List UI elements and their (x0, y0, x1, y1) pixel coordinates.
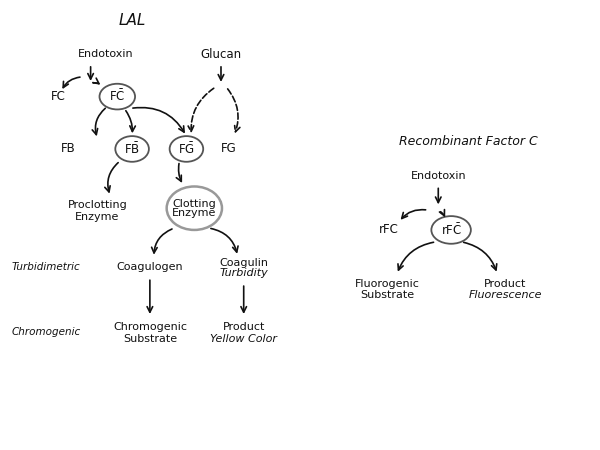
Text: Recombinant Factor C: Recombinant Factor C (398, 135, 537, 148)
Text: Substrate: Substrate (123, 333, 177, 344)
Text: Enzyme: Enzyme (172, 208, 217, 218)
Text: Glucan: Glucan (200, 48, 242, 61)
Text: Substrate: Substrate (360, 290, 414, 300)
Text: Coagulin: Coagulin (219, 257, 268, 268)
Text: rFC: rFC (379, 224, 399, 236)
Text: Coagulogen: Coagulogen (116, 262, 183, 272)
Text: Product: Product (484, 279, 527, 289)
Text: Endotoxin: Endotoxin (78, 49, 133, 59)
Text: Fluorogenic: Fluorogenic (355, 279, 419, 289)
Text: F$\bar{\rm C}$: F$\bar{\rm C}$ (109, 89, 125, 104)
Text: FB: FB (61, 143, 75, 155)
Text: F$\bar{\rm B}$: F$\bar{\rm B}$ (124, 141, 140, 157)
Text: F$\bar{\rm G}$: F$\bar{\rm G}$ (178, 141, 195, 157)
Text: Yellow Color: Yellow Color (210, 333, 277, 344)
Text: FC: FC (50, 90, 65, 103)
Text: Product: Product (223, 322, 265, 332)
Text: Endotoxin: Endotoxin (410, 171, 466, 180)
Text: rF$\bar{\rm C}$: rF$\bar{\rm C}$ (440, 222, 461, 238)
Text: Turbidimetric: Turbidimetric (11, 262, 80, 272)
Text: Turbidity: Turbidity (220, 268, 268, 279)
Text: Clotting: Clotting (172, 199, 216, 209)
Text: Chromogenic: Chromogenic (11, 327, 81, 337)
Text: Enzyme: Enzyme (76, 212, 120, 222)
Text: LAL: LAL (118, 13, 146, 28)
Text: FG: FG (221, 143, 237, 155)
Text: Fluorescence: Fluorescence (469, 290, 542, 300)
Text: Proclotting: Proclotting (68, 200, 127, 210)
Text: Chromogenic: Chromogenic (113, 322, 187, 332)
